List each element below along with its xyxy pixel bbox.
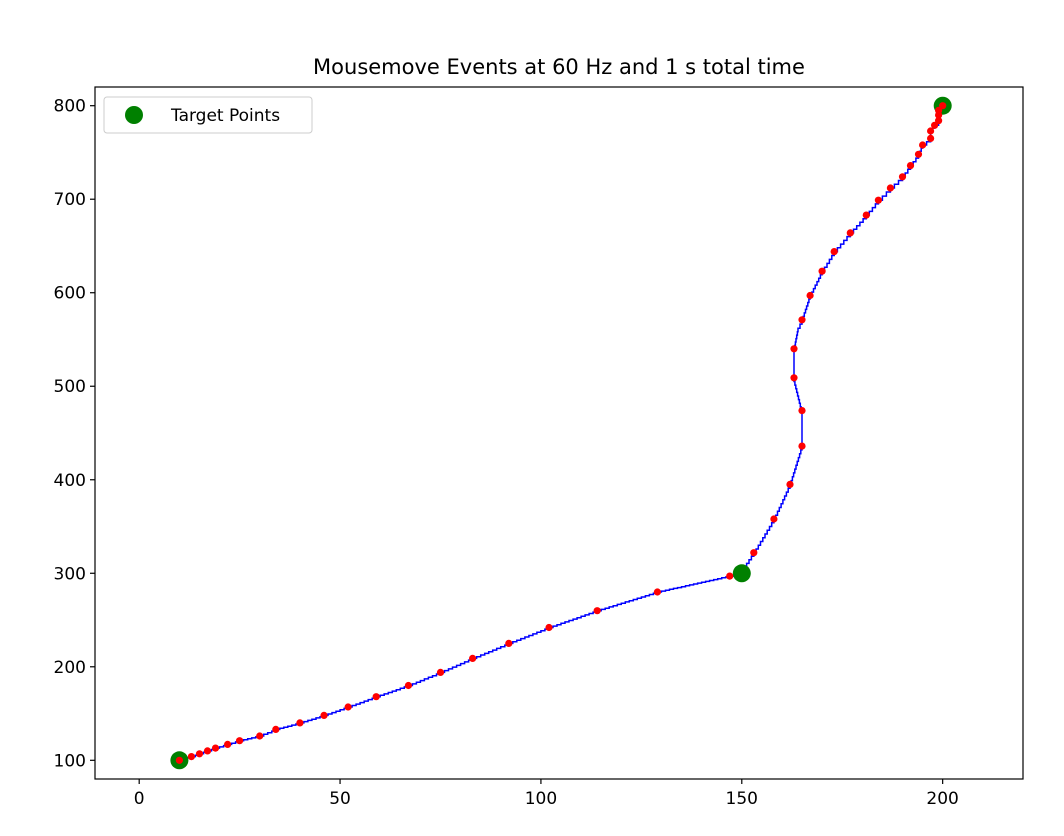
y-tick-label: 400 [54, 471, 86, 491]
event-point [914, 150, 923, 158]
event-point [505, 639, 513, 648]
y-tick-label: 300 [54, 564, 86, 584]
plot-area [170, 96, 952, 770]
event-point [211, 744, 220, 752]
event-point [236, 737, 244, 745]
event-point [862, 211, 870, 219]
event-point [830, 248, 838, 256]
legend: Target Points [103, 96, 313, 134]
event-point [898, 173, 907, 181]
event-point [927, 127, 935, 135]
event-point [203, 747, 212, 755]
y-tick-label: 100 [54, 751, 86, 771]
y-tick-label: 500 [54, 377, 86, 397]
event-point [195, 750, 204, 758]
event-point [187, 753, 195, 761]
event-point [469, 654, 477, 663]
event-point [874, 196, 883, 204]
event-point [593, 607, 601, 615]
y-tick-label: 700 [54, 190, 86, 210]
event-point [404, 681, 412, 690]
x-tick-label: 50 [329, 789, 351, 809]
event-point [846, 229, 854, 237]
event-point [320, 711, 328, 720]
axes: 0 50 100 150 200 100 200 300 400 500 600 700 800 [54, 86, 1024, 809]
event-point [919, 141, 927, 149]
event-point [935, 106, 943, 114]
event-point [935, 117, 943, 125]
event-point [798, 442, 806, 450]
event-point [790, 374, 798, 382]
event-point [372, 693, 380, 701]
target-point [732, 564, 751, 583]
y-tick-label: 800 [54, 97, 86, 117]
y-tick-label: 200 [54, 658, 86, 678]
chart-title: Mousemove Events at 60 Hz and 1 s total … [313, 55, 805, 79]
event-point [436, 668, 445, 677]
event-point [296, 719, 304, 727]
y-tick-label: 600 [54, 284, 86, 304]
event-point [939, 102, 947, 110]
event-point [344, 703, 352, 711]
event-point [798, 407, 806, 415]
event-point [806, 291, 814, 300]
event-point [770, 515, 778, 523]
legend-target-marker [125, 106, 143, 124]
event-point [786, 480, 794, 488]
event-point [906, 162, 915, 170]
event-point [545, 623, 553, 632]
axes-frame [94, 86, 1024, 780]
event-point [256, 732, 264, 740]
event-point [886, 184, 895, 192]
event-point [818, 267, 826, 275]
plot-marks [170, 96, 952, 770]
event-point [224, 740, 232, 749]
legend-box [103, 96, 313, 134]
event-point [798, 316, 806, 324]
event-point [726, 572, 734, 580]
event-point [272, 725, 280, 734]
event-point [175, 756, 183, 764]
x-tick-label: 150 [726, 789, 758, 809]
event-point [790, 345, 798, 353]
legend-label-target-points: Target Points [170, 106, 280, 126]
event-point [927, 134, 935, 142]
x-tick-label: 200 [926, 789, 958, 809]
event-point [653, 588, 662, 596]
x-tick-label: 0 [134, 789, 145, 809]
event-point [750, 549, 758, 557]
x-tick-label: 100 [525, 789, 557, 809]
